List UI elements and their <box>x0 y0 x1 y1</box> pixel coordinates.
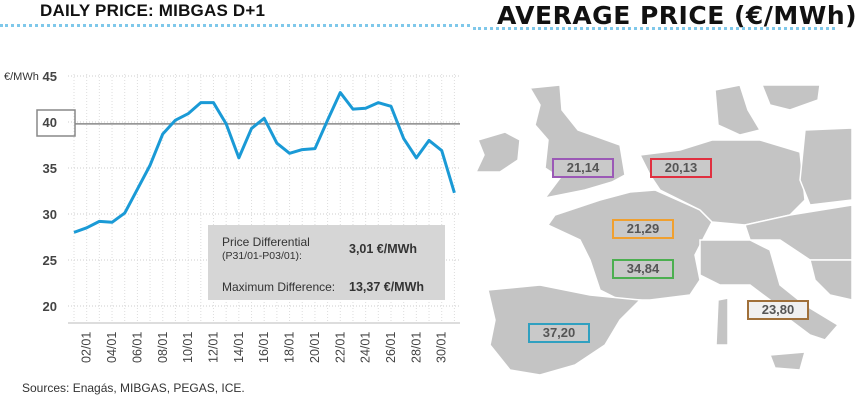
max-diff-value: 13,37 €/MWh <box>349 280 425 294</box>
x-tick-label: 18/01 <box>283 332 297 363</box>
map-denmark-scandinavia <box>714 84 821 136</box>
y-tick-label: 30 <box>43 207 57 222</box>
info-box: Price Differential (P31/01-P03/01): 3,01… <box>208 225 445 300</box>
chart-title: DAILY PRICE: MIBGAS D+1 <box>40 1 266 20</box>
map-ireland <box>474 131 521 173</box>
map-label-france-north: 21,29 <box>612 219 674 239</box>
sources: Sources: Enagás, MIBGAS, PEGAS, ICE. <box>22 381 245 395</box>
x-tick-label: 20/01 <box>308 332 322 363</box>
x-tick-label: 10/01 <box>181 332 195 363</box>
x-tick-label: 22/01 <box>333 332 347 363</box>
x-tick-label: 04/01 <box>105 332 119 363</box>
map-label-uk: 21,14 <box>552 158 614 178</box>
x-tick-label: 26/01 <box>384 332 398 363</box>
y-tick-label: 40 <box>43 115 57 130</box>
price-diff-value: 3,01 €/MWh <box>349 242 418 256</box>
map-label-france-south: 34,84 <box>612 259 674 279</box>
map-title: AVERAGE PRICE (€/MWh) <box>497 1 858 30</box>
x-tick-label: 14/01 <box>232 332 246 363</box>
max-diff-label: Maximum Difference: <box>222 280 336 294</box>
x-tick-label: 30/01 <box>435 332 449 363</box>
map-title-underline <box>473 27 835 30</box>
price-diff-label: Price Differential <box>222 235 310 249</box>
map-label-netherlands: 20,13 <box>650 158 712 178</box>
x-tick-label: 28/01 <box>409 332 423 363</box>
y-tick-label: 20 <box>43 299 57 314</box>
x-tick-label: 08/01 <box>156 332 170 363</box>
y-tick-label: 45 <box>43 69 57 84</box>
x-tick-label: 16/01 <box>257 332 271 363</box>
map-france <box>546 189 713 301</box>
y-tick-label: 35 <box>43 161 57 176</box>
y-axis-unit: €/MWh <box>4 71 39 83</box>
map-label-spain: 37,20 <box>528 323 590 343</box>
map-balkans <box>809 259 853 301</box>
title-underline <box>0 24 470 27</box>
map-sardinia-corsica <box>715 297 729 346</box>
x-tick-label: 06/01 <box>130 332 144 363</box>
map-sicily <box>768 351 807 371</box>
x-tick-label: 12/01 <box>206 332 220 363</box>
map-great-britain <box>528 84 626 200</box>
map-poland-east <box>799 127 853 206</box>
x-tick-label: 02/01 <box>80 332 94 363</box>
y-tick-label: 25 <box>43 253 57 268</box>
price-diff-sub: (P31/01-P03/01): <box>222 250 302 262</box>
x-tick-label: 24/01 <box>359 332 373 363</box>
y-tick-highlight-box <box>36 109 76 137</box>
map-label-italy: 23,80 <box>747 300 809 320</box>
